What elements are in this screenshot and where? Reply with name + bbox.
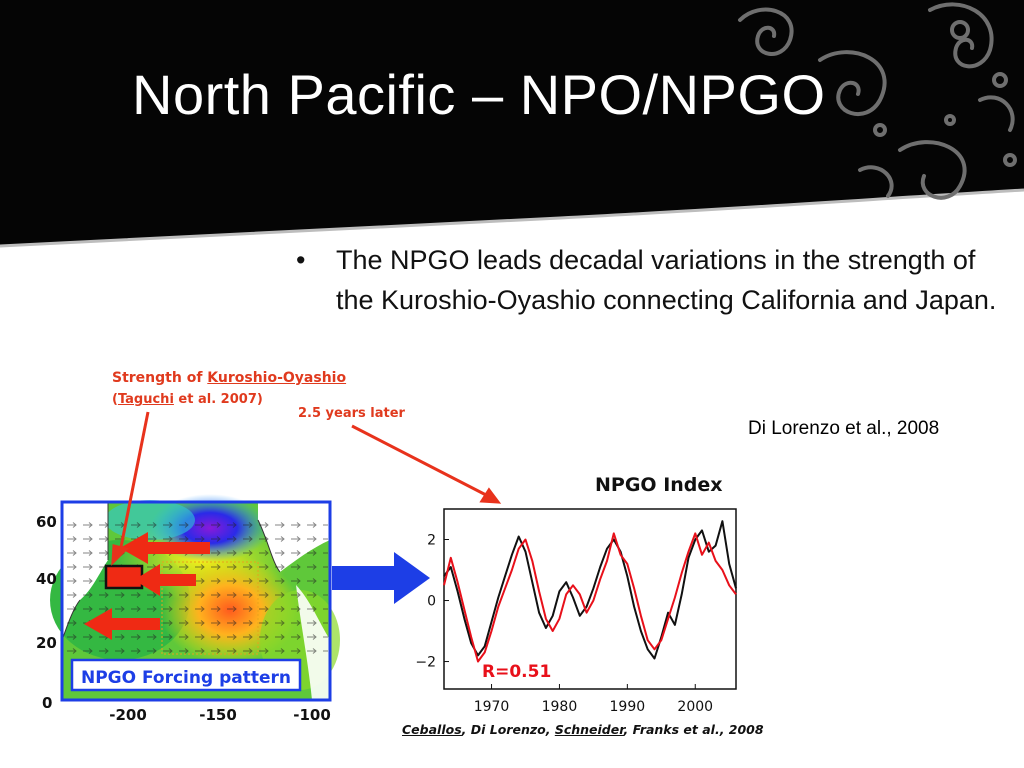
credit-part: Schneider [554,722,624,737]
map-x-ticks: -200 -150 -100 [109,706,331,724]
chart-y-tick-label: −2 [415,655,436,671]
map-y-tick: 40 [36,570,57,588]
map-x-tick: -150 [199,706,237,724]
chart-y-tick-label: 0 [427,594,436,610]
credit-part: , Di Lorenzo, [461,722,555,737]
map-y-tick: 20 [36,634,57,652]
figure-credit: Ceballos, Di Lorenzo, Schneider, Franks … [402,722,764,737]
map-x-tick: -100 [293,706,331,724]
blue-arrow-icon [332,552,430,604]
wind-arrows [84,532,210,640]
bullet-dot: • [296,245,306,275]
strength-label-prefix: Strength of [112,370,208,386]
chart-ticks-group: −2 0 2 1970 1980 1990 2000 [415,533,713,715]
citation: Di Lorenzo et al., 2008 [748,418,940,439]
slide-title: North Pacific – NPO/NPGO [132,63,826,126]
lag-label: 2.5 years later [298,406,405,421]
lag-pointer-head [479,487,502,504]
taguchi-rest: et al. 2007) [173,392,263,407]
map-y-tick: 60 [36,513,57,531]
npgo-forcing-map: NPGO Forcing pattern 60 40 20 0 -200 -15… [36,494,340,724]
npgo-index-chart: −2 0 2 1970 1980 1990 2000 R=0.51 [415,508,737,715]
taguchi-name: Taguchi [117,392,174,407]
strength-pointer-line [118,411,150,553]
chart-title: NPGO Index [595,474,723,496]
wind-arrow-icon [84,608,160,640]
taguchi-label: (Taguchi et al. 2007) [112,392,263,407]
annotation-arrows [111,411,502,566]
kuroshio-box [104,564,144,590]
lag-pointer-line [351,424,489,498]
bullet-point: • The NPGO leads decadal variations in t… [296,240,1016,320]
credit-part: Ceballos [402,722,462,737]
credit-part: , Franks et al., 2008 [623,722,764,737]
header-band [0,0,1024,248]
taguchi-open: ( [112,392,118,407]
chart-x-tick-label: 1990 [610,699,646,715]
chart-y-tick-label: 2 [427,533,436,549]
strength-label-name: Kuroshio-Oyashio [207,370,347,386]
forcing-label-box [70,658,302,692]
chart-series-line-1 [443,532,737,663]
map-x-tick: -200 [109,706,147,724]
chart-x-tick-label: 1970 [474,699,510,715]
strength-pointer-head [111,544,129,566]
forcing-label: NPGO Forcing pattern [81,668,291,688]
map-y-ticks: 60 40 20 0 [36,513,57,712]
map-y-tick: 0 [42,694,52,712]
chart-x-tick-label: 1980 [542,699,578,715]
chart-annotation: R=0.51 [482,662,551,682]
swirl-decoration [738,2,1017,200]
strength-label: Strength of Kuroshio-Oyashio [112,370,346,386]
wind-arrow-icon [120,532,210,564]
chart-x-tick-label: 2000 [677,699,713,715]
chart-series-line-0 [443,520,737,660]
wind-arrow-icon [134,564,196,596]
bullet-text: The NPGO leads decadal variations in the… [336,245,997,315]
chart-series-group [443,520,737,663]
